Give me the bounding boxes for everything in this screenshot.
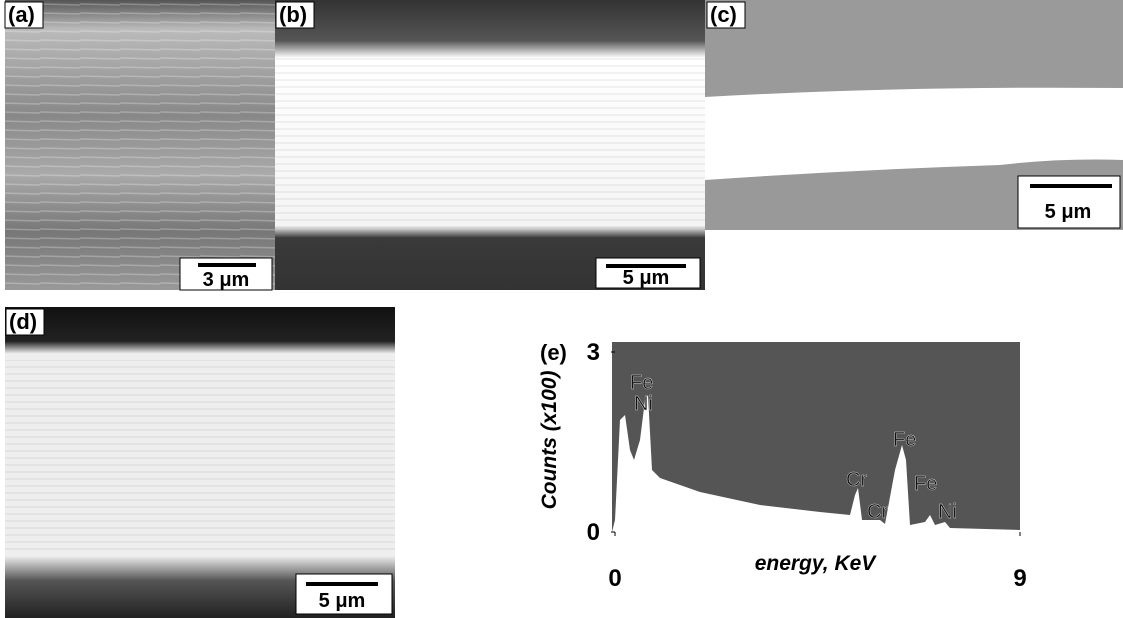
panel-label: (d)	[9, 309, 37, 334]
panel-label: (b)	[279, 2, 307, 27]
peak-label: Fe	[893, 429, 916, 451]
panel-label: (c)	[710, 2, 737, 27]
peak-label: Ni	[634, 393, 653, 415]
y-tick-label: 0	[587, 519, 600, 546]
scale-bar-label: 5 μm	[319, 590, 366, 612]
panel-b: (b) 5 μm	[275, 0, 705, 290]
panel-e: (e) energy, KeV Counts (x100) Fe Ni Cr C…	[538, 339, 1027, 592]
peak-label: Cr	[846, 469, 867, 491]
spectrum-curve	[612, 395, 1020, 532]
y-axis-label: Counts (x100)	[538, 371, 561, 510]
y-tick-label: 3	[587, 339, 600, 366]
x-axis-label: energy, KeV	[755, 552, 878, 575]
scale-bar-label: 5 μm	[623, 267, 670, 289]
x-tick-label: 0	[608, 565, 621, 592]
panel-a: (a) 3 μm	[4, 0, 275, 291]
panel-label: (e)	[540, 340, 567, 365]
peak-label: Fe	[914, 473, 937, 495]
panel-c: (c) 5 μm	[705, 0, 1123, 230]
panel-d: (d) 5 μm	[5, 307, 395, 618]
peak-label: Cr	[867, 501, 888, 523]
x-tick-label: 9	[1013, 565, 1026, 592]
peak-label: Ni	[938, 501, 957, 523]
scale-bar-label: 3 μm	[203, 269, 250, 291]
panel-label: (a)	[8, 2, 35, 27]
peak-label: Fe	[630, 372, 653, 394]
scale-bar-label: 5 μm	[1045, 201, 1092, 223]
